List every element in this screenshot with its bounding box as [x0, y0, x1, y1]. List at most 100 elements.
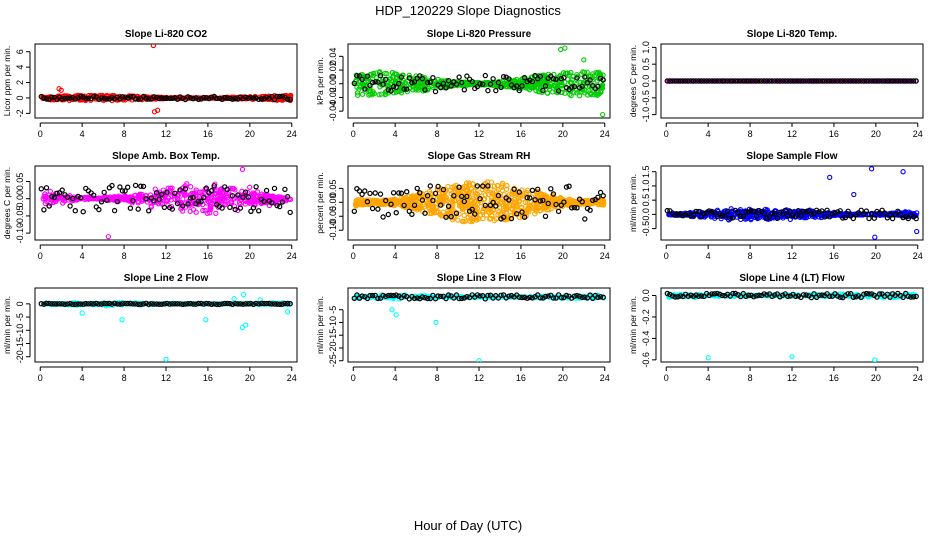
data-point-hourly: [411, 295, 418, 302]
data-point-hourly: [269, 200, 275, 206]
data-point-hourly: [180, 301, 186, 307]
panel-title: Slope Li-820 CO2: [125, 29, 208, 40]
data-point-hourly: [485, 87, 491, 94]
data-point-hourly: [383, 293, 389, 300]
data-point-hourly: [190, 95, 196, 102]
data-point: [373, 198, 379, 204]
data-point-hourly: [380, 81, 386, 87]
data-point: [449, 200, 456, 206]
data-point-hourly: [587, 77, 593, 83]
data-point-hourly: [711, 78, 718, 84]
data-point-hourly: [895, 78, 901, 84]
x-tick-label: 20: [871, 129, 881, 139]
data-point-hourly: [69, 195, 76, 202]
data-point-hourly: [101, 95, 107, 101]
data-point: [366, 88, 372, 95]
data-point-hourly: [43, 300, 50, 306]
data-point-hourly: [227, 95, 233, 102]
y-tick-label: -15: [15, 337, 25, 350]
data-point: [387, 81, 394, 87]
data-point-hourly: [200, 194, 207, 200]
data-point-hourly: [248, 300, 254, 307]
data-point-hourly: [493, 203, 499, 209]
data-point-hourly: [390, 292, 397, 299]
data-point-hourly: [98, 301, 105, 307]
data-point-hourly: [62, 301, 68, 307]
data-point-hourly: [114, 198, 121, 205]
data-point: [211, 197, 217, 203]
data-point: [82, 196, 88, 203]
data-point-hourly: [67, 300, 73, 307]
data-point: [380, 294, 386, 301]
data-point-hourly: [406, 75, 412, 81]
data-point-hourly: [229, 96, 236, 102]
data-point: [354, 90, 361, 96]
data-point-hourly: [508, 292, 515, 299]
data-point: [473, 190, 479, 197]
data-point-hourly: [529, 295, 536, 301]
y-tick-label: -5: [328, 306, 338, 314]
data-point: [574, 71, 580, 78]
data-point-outlier: [558, 46, 564, 53]
data-point: [544, 195, 550, 202]
data-point: [190, 201, 196, 207]
data-point-hourly: [490, 199, 496, 206]
data-point-hourly: [195, 96, 202, 103]
data-point-hourly: [753, 78, 760, 84]
data-point-hourly: [745, 209, 752, 215]
points-layer: [664, 166, 920, 240]
data-point-hourly: [793, 213, 799, 219]
data-point-hourly: [261, 300, 267, 307]
y-tick-label: 0.5: [641, 58, 651, 71]
data-point-hourly: [905, 215, 912, 222]
data-point-hourly: [138, 183, 144, 189]
data-point: [748, 216, 754, 223]
data-point-hourly: [245, 194, 251, 200]
data-point-outlier: [600, 111, 606, 118]
y-tick-label: 2: [15, 80, 25, 85]
y-tick-label: -0.02: [328, 87, 338, 108]
data-point-hourly: [383, 197, 389, 204]
data-point: [169, 193, 175, 200]
data-point-hourly: [364, 295, 371, 302]
data-point-hourly: [114, 301, 121, 307]
data-point-hourly: [743, 209, 749, 215]
data-point-hourly: [221, 94, 228, 101]
data-point: [475, 216, 481, 222]
data-point-hourly: [790, 78, 796, 84]
data-point-hourly: [464, 73, 470, 79]
y-tick-label: -0.05: [328, 206, 338, 227]
data-point-hourly: [490, 76, 496, 82]
data-point-hourly: [49, 94, 55, 100]
data-point-hourly: [419, 294, 426, 300]
y-tick-label: -0.04: [328, 101, 338, 122]
data-point-hourly: [96, 206, 102, 213]
data-point-hourly: [472, 211, 478, 217]
x-axis: 0 4 8 12 16 20 24: [38, 244, 297, 261]
data-point-hourly: [124, 95, 131, 101]
points-layer: [351, 45, 606, 118]
plot-frame: [34, 165, 298, 241]
data-point-hourly: [156, 196, 162, 202]
x-tick-label: 20: [558, 129, 568, 139]
x-axis: 0 4 8 12 16 20 24: [351, 244, 610, 261]
data-point-hourly: [451, 193, 457, 199]
y-tick-label: 0.05: [328, 180, 338, 198]
data-point-hourly: [219, 205, 225, 211]
data-point: [42, 200, 48, 207]
data-point-hourly: [232, 95, 238, 102]
data-point: [223, 198, 229, 204]
data-point: [595, 201, 601, 207]
data-point-hourly: [362, 188, 368, 194]
data-point-hourly: [795, 208, 802, 214]
data-point-hourly: [130, 197, 136, 204]
data-point-hourly: [198, 198, 204, 205]
y-axis-label: percent per min.: [315, 172, 325, 233]
data-point-hourly: [356, 73, 363, 79]
data-point: [441, 195, 447, 202]
data-point: [390, 74, 397, 80]
data-point-hourly: [800, 78, 807, 84]
data-point-hourly: [753, 213, 760, 219]
data-point-hourly: [508, 215, 515, 222]
